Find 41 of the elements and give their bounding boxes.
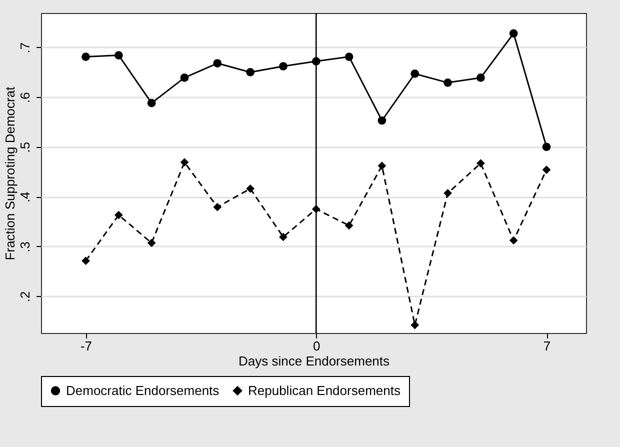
y-tick-label: .5	[18, 142, 32, 153]
point	[147, 98, 156, 108]
point	[542, 142, 551, 152]
y-axis-title: Fraction Supproting Democrat	[2, 86, 18, 260]
point	[246, 184, 254, 193]
point	[82, 52, 90, 61]
point	[246, 68, 254, 76]
point	[82, 256, 90, 266]
point	[147, 238, 156, 248]
point	[444, 188, 452, 198]
point	[378, 116, 386, 125]
x-tick-label: 0	[313, 338, 320, 354]
y-tick-label: .7	[18, 42, 32, 54]
point	[344, 221, 354, 230]
point	[509, 236, 518, 245]
point	[279, 232, 288, 242]
point	[213, 202, 222, 212]
point	[344, 52, 354, 61]
point	[114, 51, 123, 60]
point	[410, 70, 420, 78]
point	[279, 62, 288, 70]
y-tick-label: .6	[18, 92, 32, 104]
legend-label: Democratic Endorsements	[66, 382, 220, 398]
point	[114, 210, 123, 220]
point	[542, 166, 551, 174]
point	[410, 320, 420, 330]
point	[476, 159, 485, 168]
y-tick-label: .3	[18, 241, 32, 252]
x-tick-label: -7	[80, 338, 92, 354]
point	[378, 162, 386, 170]
point	[180, 158, 189, 166]
point	[444, 78, 452, 87]
legend-label: Republican Endorsements	[248, 382, 401, 398]
x-tick-label: 7	[543, 338, 551, 354]
y-tick-label: .4	[18, 192, 32, 203]
x-axis-title: Days since Endorsements	[238, 354, 390, 368]
point	[180, 74, 189, 82]
point	[213, 59, 222, 68]
point	[476, 74, 485, 82]
point	[509, 29, 518, 38]
y-tick-label: .2	[18, 291, 32, 302]
